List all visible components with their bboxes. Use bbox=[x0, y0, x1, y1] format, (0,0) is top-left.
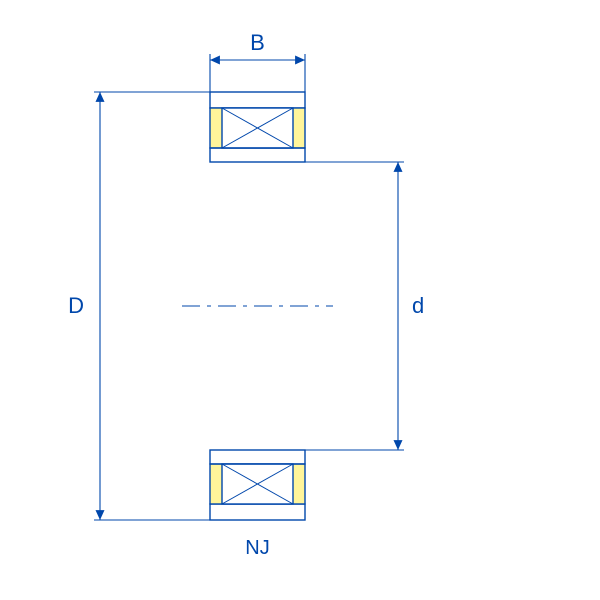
inner-ring-top bbox=[210, 148, 305, 162]
outer-ring-top bbox=[210, 92, 305, 108]
outer-ring-bottom bbox=[210, 504, 305, 520]
bearing-cross-section-diagram: B Dd NJ bbox=[0, 0, 600, 600]
inner-ring-bottom bbox=[210, 450, 305, 464]
dim-label-outer: D bbox=[68, 293, 84, 318]
dim-label-bore: d bbox=[412, 293, 424, 318]
part-name-label: NJ bbox=[245, 537, 269, 559]
dim-label-width: B bbox=[250, 30, 265, 55]
